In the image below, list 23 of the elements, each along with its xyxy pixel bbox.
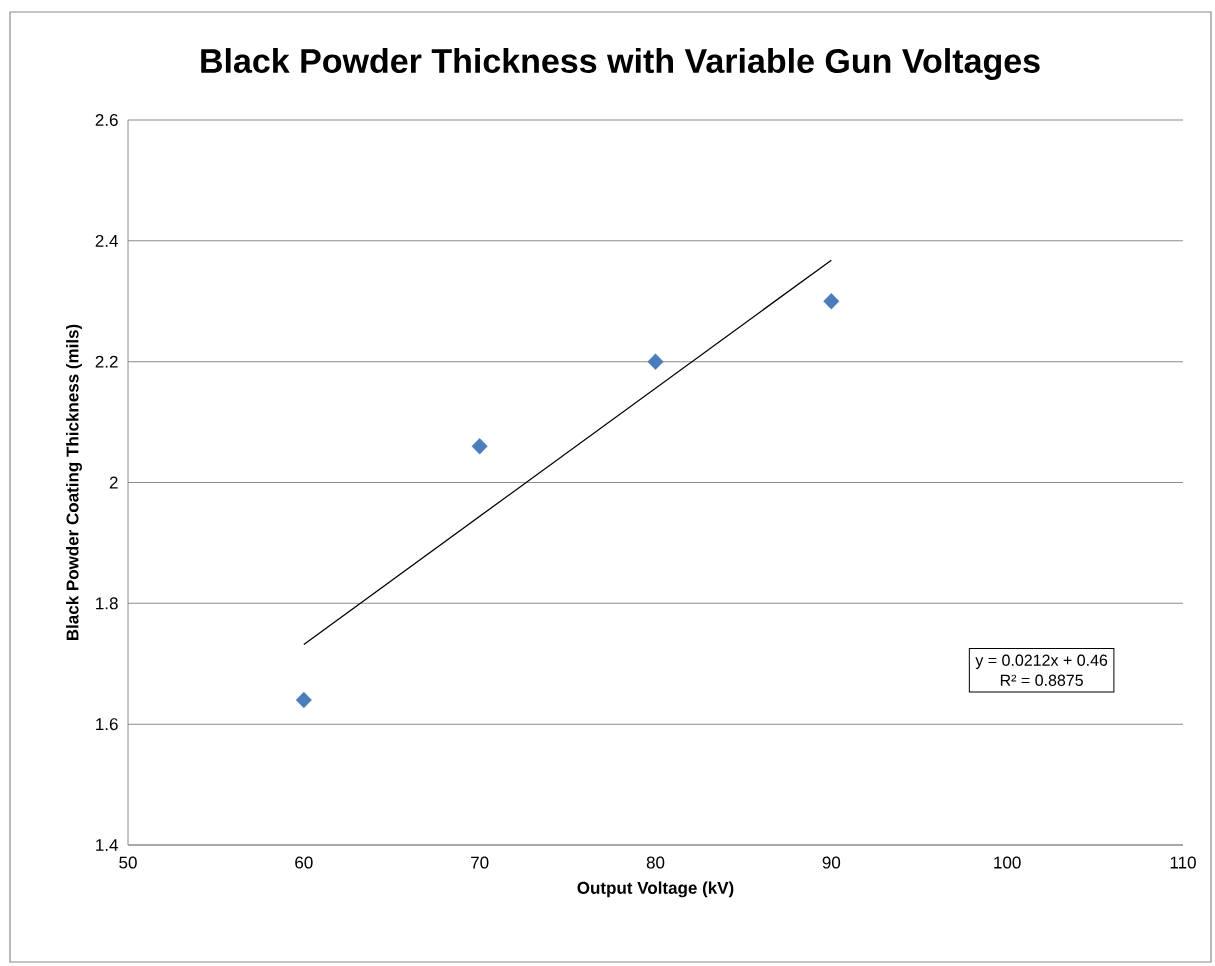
- chart-title: Black Powder Thickness with Variable Gun Voltages: [201, 48, 1040, 80]
- x-tick-label: 60: [295, 856, 313, 869]
- y-axis-title: Black Powder Coating Thickness (mils): [66, 324, 82, 641]
- x-tick-label: 80: [646, 856, 665, 869]
- point: [471, 438, 488, 455]
- point: [295, 691, 312, 709]
- point: [647, 353, 664, 370]
- point: [823, 293, 840, 310]
- y-tick-label: 2.4: [95, 234, 118, 247]
- x-tick-label: 90: [822, 856, 841, 869]
- annotation: R² = 0.8875: [1000, 674, 1083, 686]
- y-tick-label: 1.4: [96, 839, 118, 851]
- x-tick-label: 70: [471, 856, 489, 869]
- y-tick-label: 1.8: [96, 597, 118, 610]
- y-tick-label: 1.6: [96, 718, 118, 731]
- x-tick-label: 50: [119, 856, 137, 869]
- annotation: y = 0.0212x + 0.46: [975, 654, 1108, 670]
- x-tick-label: 100: [994, 856, 1021, 869]
- y-tick-label: 2.2: [95, 355, 118, 368]
- x-axis-title: Output Voltage (kV): [577, 881, 734, 898]
- y-tick-label: 2.6: [95, 113, 118, 127]
- y-tick-label: 2: [109, 476, 118, 489]
- x-tick-label: 110: [1170, 856, 1196, 869]
